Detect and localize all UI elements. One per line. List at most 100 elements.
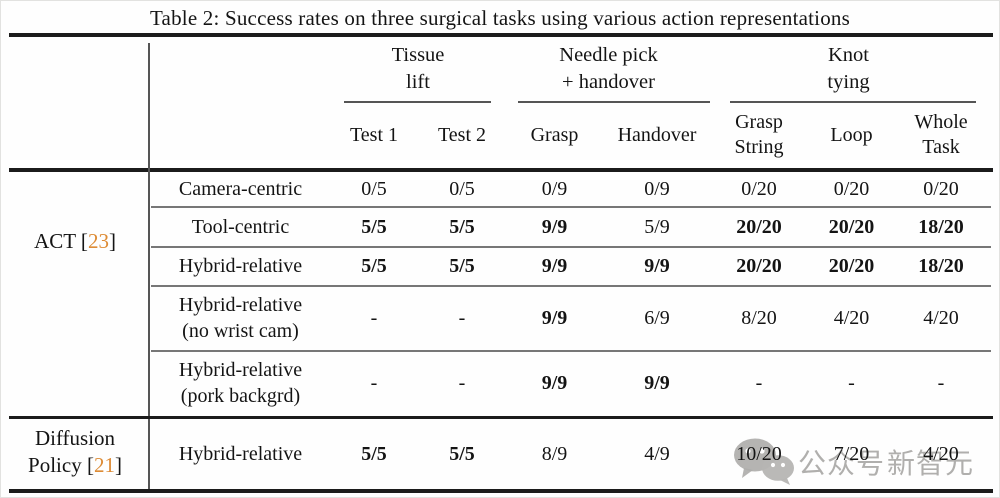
table-row-diffusion-hybrid: Hybrid-relative 5/5 5/5 8/9 4/9 10/20 7/… [151, 420, 986, 488]
column-header-grasp: Grasp [506, 104, 603, 166]
wechat-logo-icon [732, 437, 796, 490]
row-label-line: (pork backgrd) [180, 385, 301, 407]
column-header-row: Test 1 Test 2 Grasp Handover Grasp Strin… [151, 104, 986, 166]
table-cell: 0/20 [923, 178, 959, 200]
table-cell: 0/20 [741, 178, 777, 200]
table-cell: 0/20 [833, 178, 870, 200]
table-cell: 8/20 [741, 307, 777, 329]
table-cell: - [458, 372, 466, 394]
table-cell: 5/9 [644, 215, 670, 238]
column-group-knot-tying: Knot tying [711, 42, 986, 96]
row-label-line: Hybrid-relative [178, 359, 303, 381]
group-underline [518, 101, 710, 103]
diffusion-line2-bracket: ] [114, 453, 122, 477]
row-label: Hybrid-relative [151, 253, 330, 279]
table-caption: Table 2: Success rates on three surgical… [150, 6, 850, 30]
diffusion-line1: Diffusion [34, 426, 116, 450]
row-label-line: Tool-centric [191, 215, 290, 238]
row-label: Hybrid-relative (no wrist cam) [151, 292, 330, 344]
table-cell: 0/9 [644, 178, 670, 200]
rule-above-diffusion [9, 416, 993, 419]
table-cell: 20/20 [828, 215, 875, 238]
watermark-text-xinzhiyuan: 新智元 [887, 447, 975, 480]
table-cell: 4/20 [923, 443, 959, 465]
table-cell: 9/9 [541, 215, 568, 238]
table-cell: - [458, 307, 466, 329]
citation-21: 21 [93, 453, 115, 477]
table-cell: - [755, 372, 763, 394]
column-header-handover: Handover [603, 104, 711, 166]
table-cell: 5/5 [361, 215, 387, 238]
rule-below-header [9, 168, 993, 172]
table-cell: - [848, 372, 855, 394]
table-cell: 4/9 [644, 443, 670, 465]
column-header-loop: Loop [807, 104, 896, 166]
table-row-no-wrist-cam: Hybrid-relative (no wrist cam) - - 9/9 6… [151, 287, 986, 349]
table-cell: 5/5 [449, 215, 475, 238]
table-cell: 18/20 [918, 215, 964, 238]
table-cell: 5/5 [361, 255, 387, 277]
group-label-line: + handover [562, 71, 655, 93]
column-group-tissue-lift: Tissue lift [330, 42, 506, 96]
row-separator [151, 246, 991, 248]
spacer [151, 104, 330, 166]
row-group-diffusion-policy: Diffusion Policy [21] [1, 425, 149, 479]
watermark-text-gongzhonghao: 公众号 [798, 447, 886, 480]
column-header-line: Task [922, 136, 960, 158]
row-label-line: Camera-centric [178, 178, 303, 200]
table-row-pork-backgrd: Hybrid-relative (pork backgrd) - - 9/9 9… [151, 352, 986, 414]
column-divider-line [148, 43, 150, 489]
row-label: Camera-centric [151, 176, 330, 202]
group-underline [344, 101, 491, 103]
diffusion-line2: Policy [21] [1, 452, 149, 479]
table-cell: - [370, 307, 378, 329]
column-header-line: Grasp [735, 111, 783, 133]
table-cell: 10/20 [736, 443, 782, 465]
table-cell: 20/20 [736, 215, 782, 238]
row-group-act-bracket: ] [108, 229, 116, 253]
column-header-test1: Test 1 [330, 104, 418, 166]
citation-23: 23 [87, 229, 109, 253]
table-cell: 9/9 [541, 255, 568, 277]
table-cell: 5/5 [361, 443, 387, 465]
table-cell: 9/9 [644, 255, 670, 277]
table-cell: 9/9 [541, 372, 568, 394]
row-group-act-text: ACT [ [34, 229, 88, 253]
group-label-line: lift [406, 71, 430, 93]
row-label-line: (no wrist cam) [182, 320, 299, 342]
column-header-whole-task: Whole Task [896, 104, 986, 166]
table-cell: 5/5 [449, 443, 475, 465]
table-cell: 4/20 [833, 307, 870, 329]
row-label: Tool-centric [151, 214, 330, 240]
table-cell: 0/5 [361, 178, 387, 200]
rule-bottom [9, 489, 993, 493]
column-header-line: Whole [914, 111, 968, 133]
table-row-tool-centric: Tool-centric 5/5 5/5 9/9 5/9 20/20 20/20… [151, 208, 986, 245]
group-label-line: Knot [828, 44, 869, 66]
table-cell: 9/9 [541, 307, 568, 329]
column-header-line: Handover [617, 123, 697, 146]
table-cell: - [370, 372, 378, 394]
table-cell: 4/20 [923, 307, 959, 329]
row-separator [151, 350, 991, 352]
column-header-line: Loop [830, 123, 873, 146]
group-label-line: Needle pick [559, 44, 658, 66]
diffusion-line2-text: Policy [ [28, 453, 94, 477]
table-cell: 0/5 [449, 178, 475, 200]
group-underline [730, 101, 976, 103]
table-cell: 0/9 [541, 178, 568, 200]
column-header-line: String [734, 136, 784, 158]
column-group-needle-pick: Needle pick + handover [506, 42, 711, 96]
table-cell: 9/9 [644, 372, 670, 394]
rule-below-title [9, 33, 993, 37]
group-label-line: tying [827, 71, 870, 93]
column-header-test2: Test 2 [418, 104, 506, 166]
row-label: Hybrid-relative (pork backgrd) [151, 357, 330, 409]
row-separator [151, 206, 991, 208]
row-label: Hybrid-relative [151, 441, 330, 467]
row-separator [151, 285, 991, 287]
table-cell: 18/20 [918, 255, 964, 277]
table-cell: 20/20 [736, 255, 782, 277]
table-row-camera-centric: Camera-centric 0/5 0/5 0/9 0/9 0/20 0/20… [151, 172, 986, 206]
